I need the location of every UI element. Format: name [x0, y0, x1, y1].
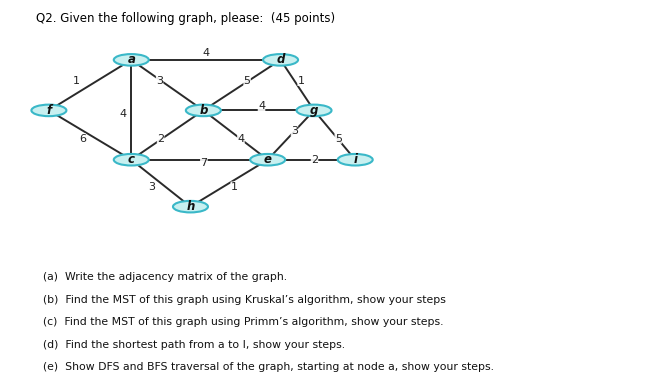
Text: i: i — [353, 153, 357, 166]
Text: 4: 4 — [119, 109, 126, 118]
Text: 5: 5 — [335, 133, 342, 144]
Text: c: c — [128, 153, 135, 166]
Ellipse shape — [263, 54, 298, 66]
Ellipse shape — [173, 201, 208, 212]
Ellipse shape — [32, 105, 67, 116]
Text: f: f — [46, 104, 51, 117]
Text: 3: 3 — [291, 126, 298, 136]
Text: 4: 4 — [203, 49, 209, 58]
Text: 2: 2 — [157, 133, 164, 144]
Ellipse shape — [250, 154, 285, 165]
Text: 3: 3 — [156, 76, 163, 86]
Ellipse shape — [186, 105, 221, 116]
Text: g: g — [310, 104, 318, 117]
Text: a: a — [127, 53, 135, 66]
Text: (a)  Write the adjacency matrix of the graph.: (a) Write the adjacency matrix of the gr… — [42, 272, 286, 282]
Ellipse shape — [338, 154, 373, 165]
Text: 1: 1 — [73, 76, 80, 86]
Text: Q2. Given the following graph, please:  (45 points): Q2. Given the following graph, please: (… — [36, 12, 335, 25]
Text: 4: 4 — [238, 133, 244, 144]
Ellipse shape — [114, 54, 148, 66]
Text: 4: 4 — [258, 101, 265, 111]
Text: b: b — [199, 104, 207, 117]
Text: e: e — [264, 153, 272, 166]
Text: 1: 1 — [231, 182, 238, 192]
Text: 5: 5 — [244, 76, 251, 86]
Text: 2: 2 — [311, 155, 318, 165]
Text: (d)  Find the shortest path from a to I, show your steps.: (d) Find the shortest path from a to I, … — [42, 340, 345, 350]
Text: 6: 6 — [79, 133, 86, 144]
Text: (b)  Find the MST of this graph using Kruskal’s algorithm, show your steps: (b) Find the MST of this graph using Kru… — [42, 295, 446, 305]
Text: 3: 3 — [148, 182, 155, 192]
Text: 1: 1 — [298, 76, 305, 86]
Ellipse shape — [296, 105, 331, 116]
Ellipse shape — [114, 154, 148, 165]
Text: 7: 7 — [200, 158, 207, 168]
Text: h: h — [186, 200, 195, 213]
Text: (e)  Show DFS and BFS traversal of the graph, starting at node a, show your step: (e) Show DFS and BFS traversal of the gr… — [42, 362, 494, 373]
Text: (c)  Find the MST of this graph using Primm’s algorithm, show your steps.: (c) Find the MST of this graph using Pri… — [42, 317, 443, 327]
Text: d: d — [277, 53, 284, 66]
